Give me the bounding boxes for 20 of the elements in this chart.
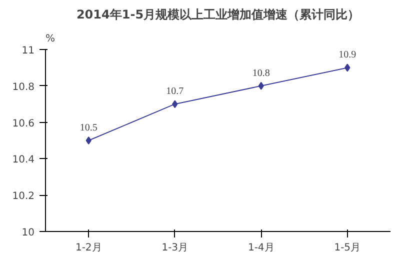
point: [344, 64, 350, 72]
point: [258, 82, 264, 90]
data-label: 10.8: [252, 68, 270, 79]
y-tick-label: 10: [22, 228, 35, 238]
x-tick-label: 1-4月: [248, 242, 274, 254]
y-tick-label: 10.2: [12, 191, 34, 202]
x-tick-label: 1-2月: [75, 242, 102, 254]
y-tick-label: 11: [22, 46, 35, 56]
chart-title: 2014年1-5月规模以上工业增加值增速（累计同比）: [76, 8, 360, 22]
data-label: 10.9: [338, 50, 356, 61]
y-axis-title: %: [46, 34, 56, 44]
y-tick-label: 10.4: [12, 154, 34, 166]
y-tick-label: 10.8: [12, 82, 34, 93]
x-tick-label: 1-3月: [162, 242, 188, 254]
point: [172, 100, 178, 108]
y-tick-label: 10.6: [12, 118, 34, 130]
point: [86, 136, 92, 144]
data-label: 10.5: [80, 122, 98, 134]
data-label: 10.7: [166, 86, 184, 98]
x-tick-label: 1-5月: [334, 242, 361, 254]
